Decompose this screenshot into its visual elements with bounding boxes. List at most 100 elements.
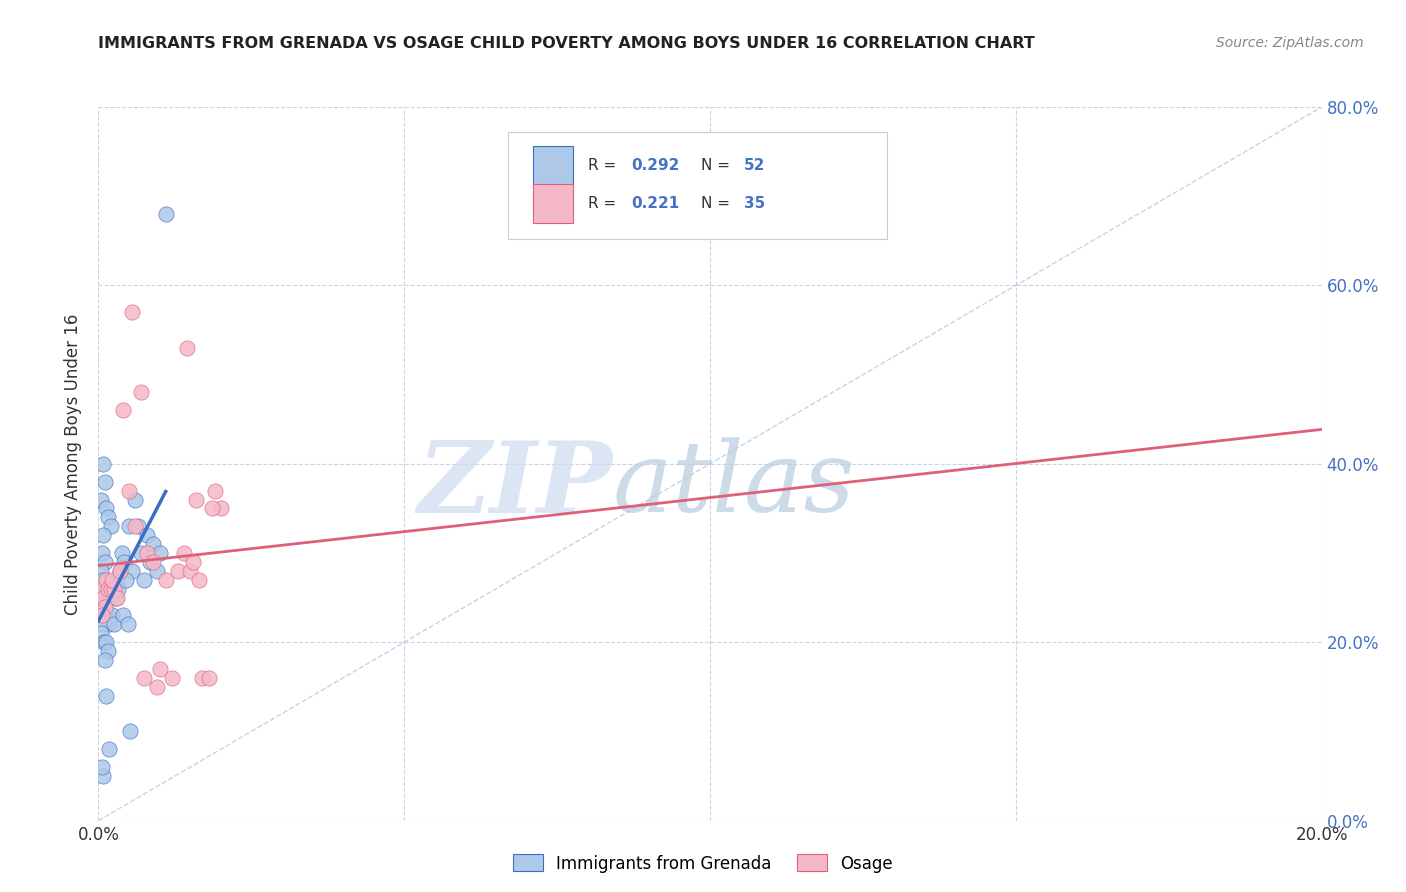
- Point: [127, 519, 149, 533]
- Point: [191, 671, 214, 685]
- Point: [176, 341, 198, 355]
- Point: [90, 626, 112, 640]
- Legend: Immigrants from Grenada, Osage: Immigrants from Grenada, Osage: [506, 847, 900, 880]
- Point: [209, 501, 232, 516]
- Point: [107, 582, 129, 596]
- Text: R =: R =: [588, 158, 621, 173]
- Point: [97, 510, 120, 524]
- Text: N =: N =: [702, 196, 735, 211]
- Text: atlas: atlas: [612, 438, 855, 533]
- Point: [134, 573, 156, 587]
- Point: [121, 564, 143, 578]
- Point: [136, 528, 159, 542]
- Point: [188, 573, 211, 587]
- Point: [181, 555, 204, 569]
- Point: [167, 564, 190, 578]
- FancyBboxPatch shape: [533, 146, 574, 186]
- Point: [94, 689, 117, 703]
- Point: [93, 653, 115, 667]
- Point: [94, 573, 117, 587]
- Point: [91, 617, 114, 632]
- Point: [89, 582, 111, 596]
- Point: [91, 591, 114, 605]
- Point: [179, 564, 201, 578]
- Text: ZIP: ZIP: [418, 437, 612, 533]
- Point: [93, 599, 115, 614]
- Point: [149, 546, 172, 560]
- Point: [90, 564, 112, 578]
- Point: [103, 582, 125, 596]
- Point: [120, 724, 142, 739]
- Point: [90, 492, 112, 507]
- Point: [93, 635, 115, 649]
- Point: [97, 644, 120, 658]
- Point: [145, 564, 167, 578]
- Point: [121, 305, 143, 319]
- Point: [96, 608, 118, 623]
- Point: [155, 573, 177, 587]
- Point: [101, 608, 124, 623]
- Point: [118, 519, 141, 533]
- Point: [91, 591, 114, 605]
- Point: [94, 599, 117, 614]
- Point: [91, 760, 114, 774]
- Point: [91, 608, 114, 623]
- Text: IMMIGRANTS FROM GRENADA VS OSAGE CHILD POVERTY AMONG BOYS UNDER 16 CORRELATION C: IMMIGRANTS FROM GRENADA VS OSAGE CHILD P…: [98, 36, 1035, 51]
- Point: [91, 457, 114, 471]
- Text: Source: ZipAtlas.com: Source: ZipAtlas.com: [1216, 36, 1364, 50]
- Point: [149, 662, 172, 676]
- Point: [91, 573, 114, 587]
- Point: [118, 483, 141, 498]
- Point: [136, 546, 159, 560]
- FancyBboxPatch shape: [508, 132, 887, 239]
- Point: [111, 608, 134, 623]
- Point: [142, 537, 165, 551]
- Point: [94, 501, 117, 516]
- Point: [204, 483, 226, 498]
- Text: 35: 35: [744, 196, 765, 211]
- Point: [197, 671, 219, 685]
- Point: [93, 475, 115, 489]
- Text: 52: 52: [744, 158, 766, 173]
- Point: [186, 492, 208, 507]
- Text: 0.292: 0.292: [631, 158, 681, 173]
- Point: [160, 671, 183, 685]
- Point: [117, 617, 139, 632]
- Point: [100, 519, 122, 533]
- Point: [100, 582, 122, 596]
- Point: [108, 564, 131, 578]
- Text: 0.221: 0.221: [631, 196, 681, 211]
- Point: [98, 742, 121, 756]
- Point: [90, 582, 112, 596]
- Point: [124, 492, 146, 507]
- Point: [93, 591, 115, 605]
- Point: [101, 573, 124, 587]
- Point: [112, 555, 135, 569]
- Point: [91, 546, 114, 560]
- Point: [103, 617, 125, 632]
- FancyBboxPatch shape: [533, 184, 574, 223]
- Point: [145, 680, 167, 694]
- Point: [91, 528, 114, 542]
- Point: [91, 769, 114, 783]
- Point: [96, 635, 118, 649]
- Point: [134, 671, 156, 685]
- Text: N =: N =: [702, 158, 735, 173]
- Y-axis label: Child Poverty Among Boys Under 16: Child Poverty Among Boys Under 16: [65, 313, 83, 615]
- Point: [98, 617, 121, 632]
- Point: [105, 591, 128, 605]
- Point: [104, 591, 127, 605]
- Point: [115, 573, 138, 587]
- Point: [111, 546, 134, 560]
- Point: [142, 555, 165, 569]
- Point: [93, 555, 115, 569]
- Point: [200, 501, 222, 516]
- Point: [97, 582, 120, 596]
- Point: [108, 564, 131, 578]
- Point: [105, 573, 128, 587]
- Text: R =: R =: [588, 196, 621, 211]
- Point: [129, 385, 152, 400]
- Point: [129, 546, 152, 560]
- Point: [90, 599, 112, 614]
- Point: [155, 207, 177, 221]
